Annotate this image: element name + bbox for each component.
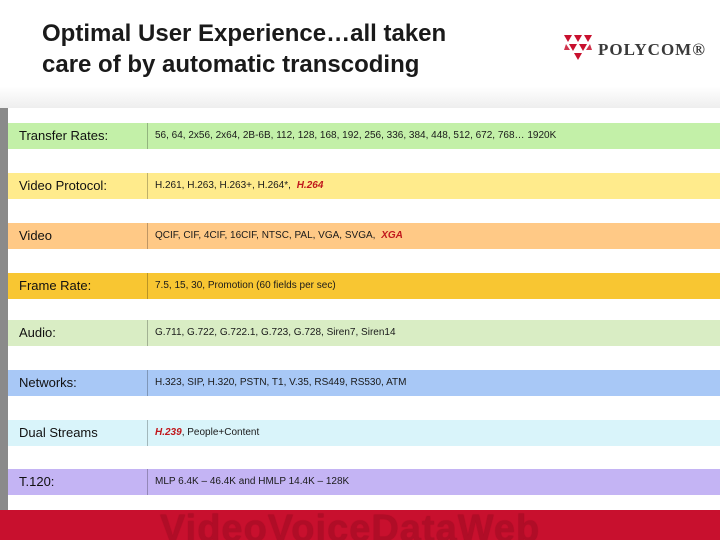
row-value-text: QCIF, CIF, 4CIF, 16CIF, NTSC, PAL, VGA, … [155,230,376,241]
row-value-text: G.711, G.722, G.722.1, G.723, G.728, Sir… [155,327,396,338]
row-label: Video [8,223,148,249]
slide-title-line-2: care of by automatic transcoding [42,51,420,78]
row-value-highlight: H.264 [296,180,324,191]
row-value-text: 56, 64, 2x56, 2x64, 2B-6B, 112, 128, 168… [155,130,557,141]
capability-row-frame-rate: Frame Rate: 7.5, 15, 30, Promotion (60 f… [8,273,720,299]
row-value: H.323, SIP, H.320, PSTN, T1, V.35, RS449… [148,370,720,396]
row-label: T.120: [8,469,148,495]
polycom-logo: POLYCOM® [562,32,707,66]
slide-header: Optimal User Experience…all taken care o… [0,0,720,108]
capability-row-audio: Audio: G.711, G.722, G.722.1, G.723, G.7… [8,320,720,346]
row-value-highlight: H.239 [155,427,182,438]
row-value: G.711, G.722, G.722.1, G.723, G.728, Sir… [148,320,720,346]
footer-band: VideoVoiceDataWeb [0,510,720,540]
polycom-wordmark: POLYCOM® [598,40,706,59]
content-left-edge [0,108,8,510]
row-label: Video Protocol: [8,173,148,199]
capability-row-t120: T.120: MLP 6.4K – 46.4K and HMLP 14.4K –… [8,469,720,495]
row-value-highlight: XGA [381,230,403,241]
row-value-text: , People+Content [181,427,260,438]
footer-tagline: VideoVoiceDataWeb [160,510,541,540]
row-label: Transfer Rates: [8,123,148,149]
row-label: Dual Streams [8,420,148,446]
row-value: QCIF, CIF, 4CIF, 16CIF, NTSC, PAL, VGA, … [148,223,720,249]
row-value: H.261, H.263, H.263+, H.264*, H.264 [148,173,720,199]
row-label: Networks: [8,370,148,396]
capability-row-video-protocol: Video Protocol: H.261, H.263, H.263+, H.… [8,173,720,199]
capability-row-dual-streams: Dual Streams H.239, People+Content [8,420,720,446]
polycom-triangles-icon [564,35,592,60]
row-label: Frame Rate: [8,273,148,299]
content-area [0,108,720,510]
row-value-text: 7.5, 15, 30, Promotion (60 fields per se… [155,280,336,291]
capability-row-video: Video QCIF, CIF, 4CIF, 16CIF, NTSC, PAL,… [8,223,720,249]
capability-row-transfer-rates: Transfer Rates: 56, 64, 2x56, 2x64, 2B-6… [8,123,720,149]
row-value-text: H.323, SIP, H.320, PSTN, T1, V.35, RS449… [155,377,407,388]
slide-title-line-1: Optimal User Experience…all taken [42,20,447,47]
row-value: 7.5, 15, 30, Promotion (60 fields per se… [148,273,720,299]
row-label: Audio: [8,320,148,346]
row-value-text: H.261, H.263, H.263+, H.264*, [155,180,291,191]
row-value: H.239, People+Content [148,420,720,446]
row-value-text: MLP 6.4K – 46.4K and HMLP 14.4K – 128K [155,476,350,487]
capability-row-networks: Networks: H.323, SIP, H.320, PSTN, T1, V… [8,370,720,396]
slide-title: Optimal User Experience…all taken care o… [42,18,542,80]
row-value: 56, 64, 2x56, 2x64, 2B-6B, 112, 128, 168… [148,123,720,149]
row-value: MLP 6.4K – 46.4K and HMLP 14.4K – 128K [148,469,720,495]
